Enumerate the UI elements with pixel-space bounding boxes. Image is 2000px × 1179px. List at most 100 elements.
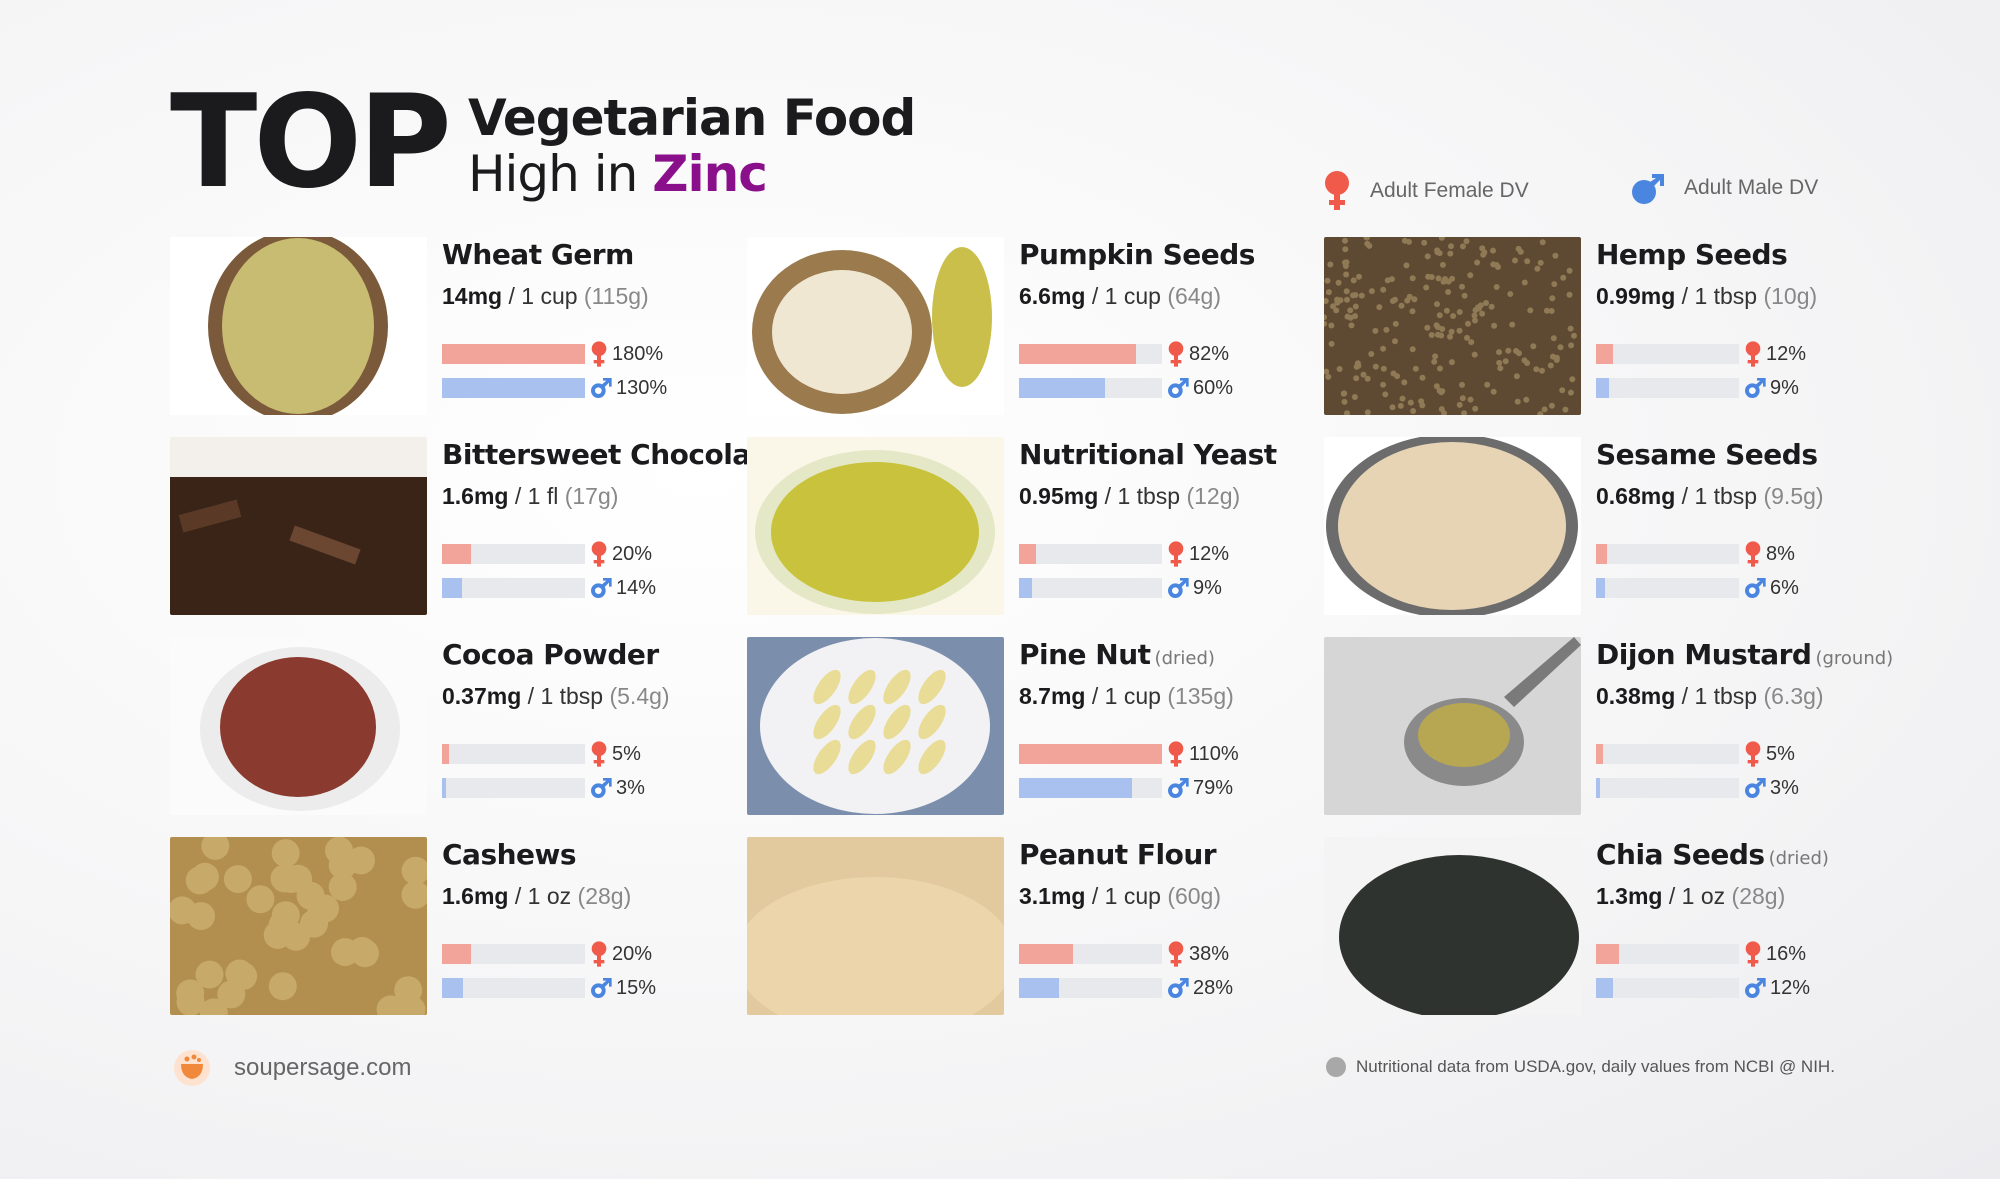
serving-weight: (64g) xyxy=(1167,283,1222,309)
male-dv-bar xyxy=(1019,978,1060,998)
food-info: Hemp Seeds 0.99mg / 1 tbsp (10g) 12% 9% xyxy=(1596,237,1896,399)
serving-size: 1 oz xyxy=(527,883,572,909)
female-dv-row: 8% xyxy=(1596,537,1799,571)
female-dv-bar xyxy=(442,344,585,364)
male-dv-percent: 15% xyxy=(616,976,657,999)
peanut-flour-image xyxy=(747,837,1004,1015)
female-dv-track xyxy=(442,344,585,364)
legend-male-label: Adult Male DV xyxy=(1684,176,1819,199)
male-dv-bar xyxy=(442,378,585,398)
food-name-text: Dijon Mustard xyxy=(1596,638,1812,671)
female-symbol-icon xyxy=(1745,741,1761,767)
male-dv-row: 3% xyxy=(1596,771,1799,805)
male-dv-row: 9% xyxy=(1596,371,1806,405)
legend-female: Adult Female DV xyxy=(1322,170,1529,212)
pumpkin-seeds-image xyxy=(747,237,1004,415)
male-dv-percent: 9% xyxy=(1770,376,1799,399)
female-dv-row: 5% xyxy=(1596,737,1799,771)
female-dv-track xyxy=(442,944,585,964)
bittersweet-chocolate-image xyxy=(170,437,427,615)
food-image xyxy=(747,837,1004,1015)
cashews-image xyxy=(170,837,427,1015)
serving-size: 1 oz xyxy=(1681,883,1726,909)
food-info: Pumpkin Seeds 6.6mg / 1 cup (64g) 82% 60% xyxy=(1019,237,1319,399)
male-dv-track xyxy=(1019,578,1162,598)
male-symbol-icon xyxy=(591,978,612,998)
zinc-mg: 14mg xyxy=(442,283,503,309)
female-symbol-icon xyxy=(1745,541,1761,567)
food-info: Bittersweet Chocolate 1.6mg / 1 fl (17g) 2… xyxy=(442,437,783,599)
food-name: Sesame Seeds xyxy=(1596,437,1896,477)
female-dv-track xyxy=(1596,744,1739,764)
female-dv-track xyxy=(1596,944,1739,964)
zinc-mg: 1.6mg xyxy=(442,883,509,909)
food-card: Cashews 1.6mg / 1 oz (28g) 20% 15% xyxy=(170,837,730,1017)
food-name-text: Wheat Germ xyxy=(442,238,634,271)
male-dv-row: 130% xyxy=(442,371,667,405)
male-dv-percent: 130% xyxy=(616,376,668,399)
serving-size: 1 cup xyxy=(521,283,578,309)
food-image xyxy=(1324,437,1581,615)
female-symbol-icon xyxy=(1168,541,1184,567)
title-line-1: Vegetarian Food xyxy=(467,89,916,147)
female-dv-percent: 12% xyxy=(1189,542,1230,565)
food-name: Pumpkin Seeds xyxy=(1019,237,1319,277)
zinc-amount: 14mg / 1 cup (115g) xyxy=(442,283,649,309)
food-image xyxy=(170,837,427,1015)
zinc-mg: 0.99mg xyxy=(1596,283,1676,309)
serving-weight: (5.4g) xyxy=(609,683,670,709)
footer-site[interactable]: soupersage.com xyxy=(234,1054,412,1081)
female-dv-bar xyxy=(442,944,471,964)
male-dv-track xyxy=(1596,378,1739,398)
male-dv-row: 28% xyxy=(1019,971,1233,1005)
female-dv-percent: 82% xyxy=(1189,342,1230,365)
dv-bars: 20% 15% xyxy=(442,937,656,1005)
food-name-text: Nutritional Yeast xyxy=(1019,438,1277,471)
male-symbol-icon xyxy=(1168,378,1189,398)
male-dv-bar xyxy=(1596,578,1605,598)
male-dv-track xyxy=(442,778,585,798)
female-dv-bar xyxy=(1596,744,1604,764)
food-card: Hemp Seeds 0.99mg / 1 tbsp (10g) 12% 9% xyxy=(1324,237,1884,417)
female-dv-row: 5% xyxy=(442,737,645,771)
zinc-mg: 0.37mg xyxy=(442,683,522,709)
male-symbol-icon xyxy=(1745,378,1766,398)
food-name: Wheat Germ xyxy=(442,237,742,277)
zinc-amount: 0.95mg / 1 tbsp (12g) xyxy=(1019,483,1241,509)
food-name-text: Cocoa Powder xyxy=(442,638,659,671)
food-name-note: (ground) xyxy=(1815,648,1894,669)
food-info: Peanut Flour 3.1mg / 1 cup (60g) 38% 28% xyxy=(1019,837,1319,999)
male-symbol-icon xyxy=(1745,578,1766,598)
female-symbol-icon xyxy=(591,941,607,967)
food-info: Cocoa Powder 0.37mg / 1 tbsp (5.4g) 5% 3% xyxy=(442,637,742,799)
female-dv-track xyxy=(442,744,585,764)
dv-bars: 5% 3% xyxy=(442,737,645,805)
male-symbol-icon xyxy=(591,378,612,398)
male-dv-track xyxy=(1596,578,1739,598)
male-symbol-icon xyxy=(591,778,612,798)
food-image xyxy=(170,437,427,615)
male-dv-bar xyxy=(1596,778,1601,798)
female-dv-row: 12% xyxy=(1596,337,1806,371)
female-dv-percent: 5% xyxy=(612,742,641,765)
female-dv-bar xyxy=(1019,744,1162,764)
male-dv-bar xyxy=(442,778,447,798)
male-symbol-icon xyxy=(1168,778,1189,798)
male-dv-percent: 14% xyxy=(616,576,657,599)
dv-bars: 20% 14% xyxy=(442,537,656,605)
female-dv-row: 12% xyxy=(1019,537,1229,571)
male-dv-row: 79% xyxy=(1019,771,1239,805)
food-info: Pine Nut (dried) 8.7mg / 1 cup (135g) 110% 7… xyxy=(1019,637,1319,799)
food-card: Pine Nut (dried) 8.7mg / 1 cup (135g) 110% 7… xyxy=(747,637,1307,817)
zinc-mg: 1.6mg xyxy=(442,483,509,509)
dv-bars: 12% 9% xyxy=(1019,537,1229,605)
female-dv-percent: 20% xyxy=(612,942,653,965)
dv-bars: 110% 79% xyxy=(1019,737,1239,805)
dv-bars: 8% 6% xyxy=(1596,537,1799,605)
serving-weight: (6.3g) xyxy=(1763,683,1824,709)
food-info: Dijon Mustard (ground) 0.38mg / 1 tbsp (6.… xyxy=(1596,637,1896,799)
food-image xyxy=(747,237,1004,415)
serving-weight: (17g) xyxy=(564,483,619,509)
footer-brand[interactable]: soupersage.com xyxy=(172,1048,411,1088)
food-image xyxy=(747,437,1004,615)
